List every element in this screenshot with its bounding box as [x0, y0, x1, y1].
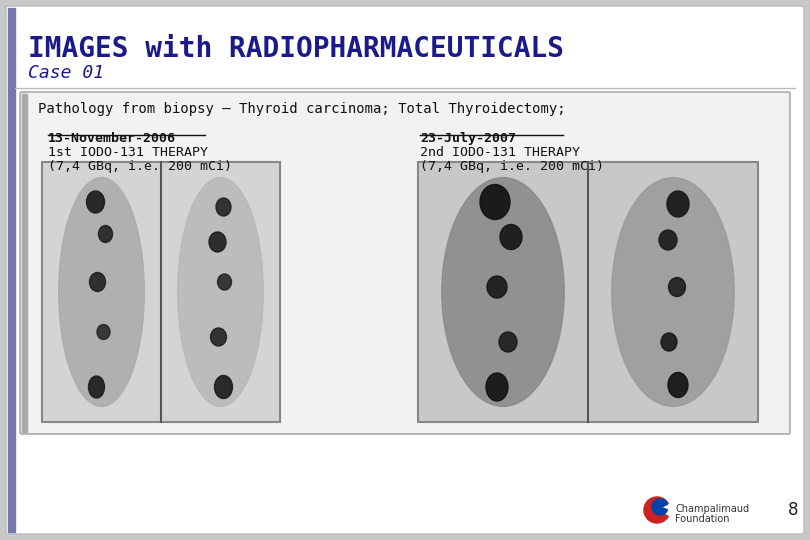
Ellipse shape: [211, 328, 227, 346]
Ellipse shape: [87, 191, 104, 213]
Ellipse shape: [486, 373, 508, 401]
Ellipse shape: [487, 276, 507, 298]
Ellipse shape: [209, 232, 226, 252]
Ellipse shape: [177, 178, 263, 407]
Text: IMAGES with RADIOPHARMACEUTICALS: IMAGES with RADIOPHARMACEUTICALS: [28, 35, 564, 63]
Bar: [418, 162, 758, 422]
Text: (7,4 GBq, i.e. 200 mCi): (7,4 GBq, i.e. 200 mCi): [48, 160, 232, 173]
Text: (7,4 GBq, i.e. 200 mCi): (7,4 GBq, i.e. 200 mCi): [420, 160, 604, 173]
Ellipse shape: [661, 333, 677, 351]
Ellipse shape: [58, 178, 144, 407]
Text: 8: 8: [788, 501, 798, 519]
Ellipse shape: [668, 278, 685, 296]
Ellipse shape: [500, 225, 522, 249]
Ellipse shape: [218, 274, 232, 290]
Bar: [8, 8, 15, 532]
Text: Case 01: Case 01: [28, 64, 104, 82]
Wedge shape: [652, 499, 667, 515]
Text: 1st IODO-131 THERAPY: 1st IODO-131 THERAPY: [48, 146, 208, 159]
Ellipse shape: [659, 230, 677, 250]
Ellipse shape: [215, 375, 232, 399]
Ellipse shape: [97, 325, 110, 340]
Wedge shape: [644, 497, 668, 523]
Bar: [22, 94, 27, 432]
Text: Champalimaud: Champalimaud: [675, 504, 749, 514]
FancyBboxPatch shape: [6, 6, 804, 534]
Ellipse shape: [667, 191, 689, 217]
Bar: [42, 162, 280, 422]
Ellipse shape: [99, 226, 113, 242]
Text: 23-July-2007: 23-July-2007: [420, 132, 516, 145]
Ellipse shape: [441, 178, 565, 407]
Ellipse shape: [88, 376, 104, 398]
Ellipse shape: [612, 178, 734, 407]
FancyBboxPatch shape: [20, 92, 790, 434]
Ellipse shape: [480, 185, 510, 219]
Text: 13-November-2006: 13-November-2006: [48, 132, 176, 145]
Ellipse shape: [499, 332, 517, 352]
Ellipse shape: [89, 273, 105, 292]
Text: Foundation: Foundation: [675, 514, 730, 524]
Text: 2nd IODO-131 THERAPY: 2nd IODO-131 THERAPY: [420, 146, 580, 159]
Text: Pathology from biopsy – Thyroid carcinoma; Total Thyroidectomy;: Pathology from biopsy – Thyroid carcinom…: [38, 102, 565, 116]
Ellipse shape: [216, 198, 231, 216]
Ellipse shape: [668, 373, 688, 397]
